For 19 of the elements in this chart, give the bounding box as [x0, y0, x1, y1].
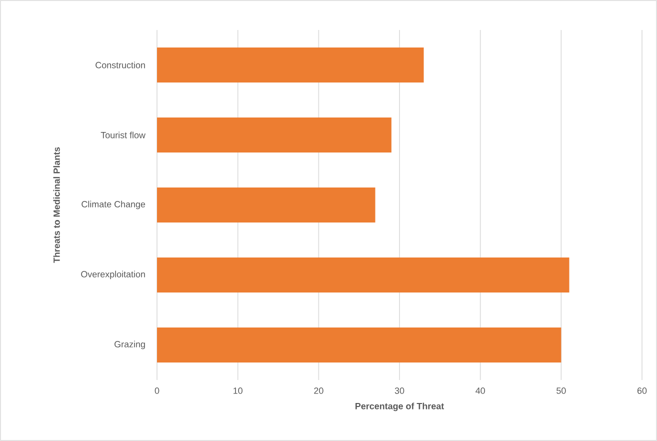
bar — [157, 327, 562, 362]
x-tick-label: 10 — [234, 388, 242, 394]
y-tick-label: Tourist flow — [100, 132, 146, 138]
bar — [157, 187, 376, 222]
x-tick-label: 0 — [154, 388, 160, 394]
y-tick-label: Climate Change — [82, 200, 146, 210]
x-axis-title: Percentage of Threat — [356, 402, 444, 412]
y-tick-label: Grazing — [114, 340, 145, 350]
bar — [157, 257, 570, 292]
x-tick-label: 40 — [476, 388, 485, 394]
x-tick-label: 60 — [637, 388, 647, 394]
x-tick-label: 30 — [394, 388, 404, 394]
y-tick-label: Construction — [96, 62, 145, 68]
x-tick-label: 20 — [314, 388, 324, 394]
x-tick-label: 50 — [556, 388, 566, 394]
y-tick-label: Overexploitation — [81, 270, 145, 280]
y-axis-title: Threats to Medicinal Plants — [53, 147, 60, 263]
bar — [157, 117, 392, 152]
bar — [157, 47, 424, 82]
